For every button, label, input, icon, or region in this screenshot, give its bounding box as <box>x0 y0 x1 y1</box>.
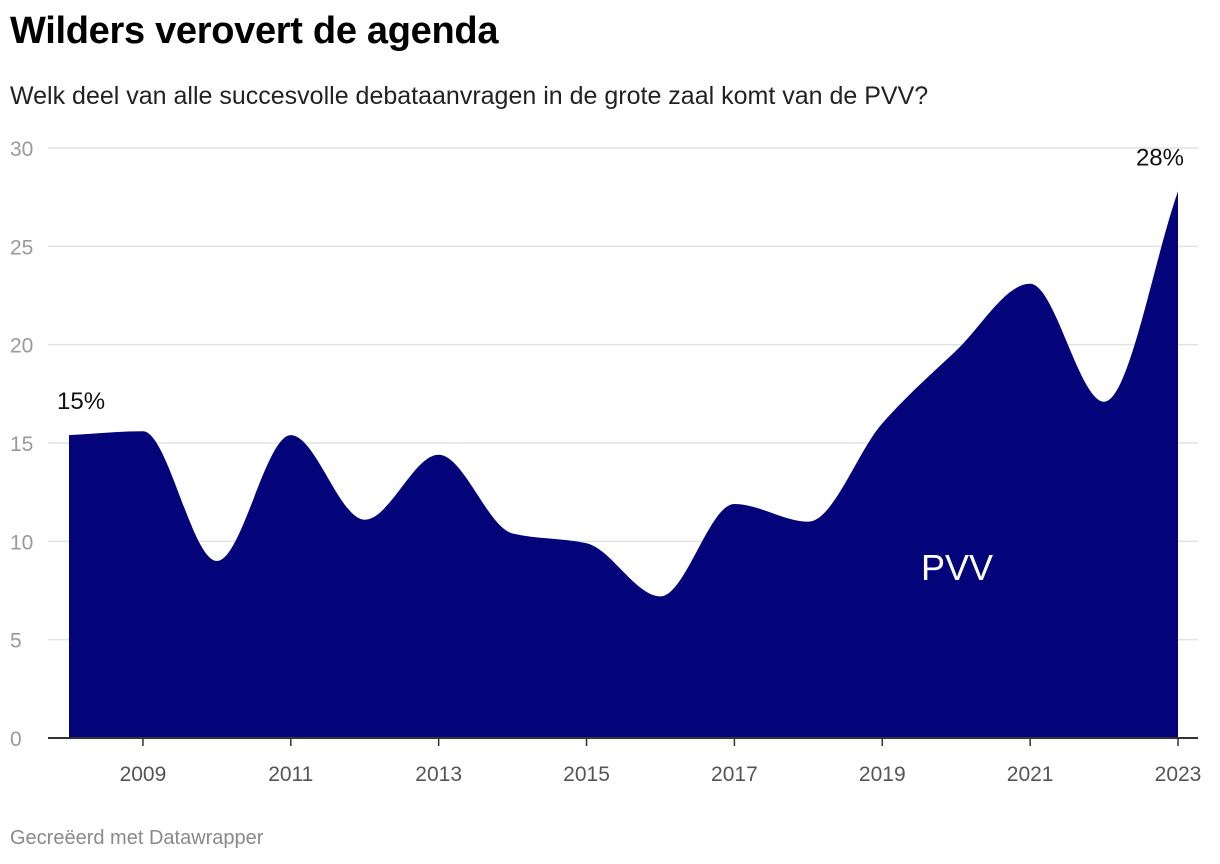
chart-subtitle: Welk deel van alle succesvolle debataanv… <box>10 82 929 110</box>
y-tick-label: 5 <box>10 630 22 653</box>
y-tick-label: 30 <box>10 138 33 161</box>
x-tick-label: 2009 <box>120 763 167 786</box>
y-tick-label: 10 <box>10 531 33 554</box>
area-series: PVV <box>69 191 1178 738</box>
x-tick-label: 2023 <box>1155 763 1202 786</box>
x-tick-label: 2017 <box>711 763 758 786</box>
x-tick-label: 2021 <box>1007 763 1054 786</box>
chart-title: Wilders verovert de agenda <box>10 10 499 52</box>
y-tick-label: 0 <box>10 728 22 751</box>
annotations: 15% 28% <box>57 144 1184 415</box>
credit-text: Gecreëerd met Datawrapper <box>10 827 264 849</box>
x-axis: 2009 2011 2013 2015 2017 2019 2021 2023 <box>48 737 1202 786</box>
y-tick-label: 20 <box>10 335 33 358</box>
series-area-pvv <box>69 191 1178 738</box>
y-axis-ticks: 0 5 10 15 20 25 30 <box>10 138 33 751</box>
x-tick-label: 2019 <box>859 763 906 786</box>
x-tick-label: 2015 <box>563 763 610 786</box>
data-label: 28% <box>1136 144 1184 171</box>
y-tick-label: 25 <box>10 236 33 259</box>
x-tick-label: 2013 <box>415 763 462 786</box>
y-tick-label: 15 <box>10 433 33 456</box>
series-label-pvv: PVV <box>921 547 993 588</box>
data-label: 15% <box>57 388 105 415</box>
x-tick-label: 2011 <box>268 763 313 786</box>
